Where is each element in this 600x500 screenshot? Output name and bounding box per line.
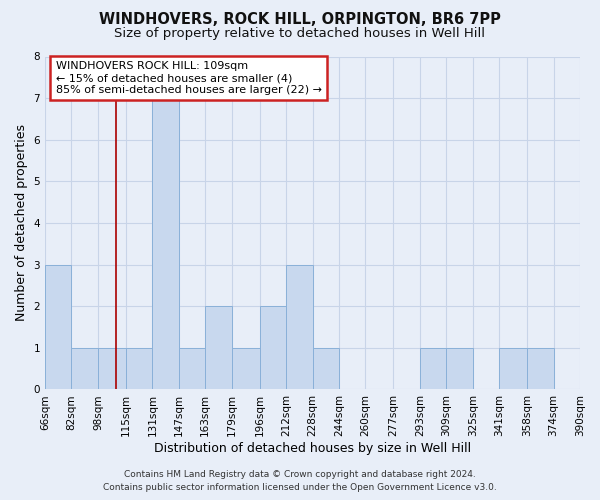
Bar xyxy=(420,348,446,390)
Bar xyxy=(205,306,232,390)
Bar xyxy=(98,348,126,390)
Bar xyxy=(313,348,339,390)
X-axis label: Distribution of detached houses by size in Well Hill: Distribution of detached houses by size … xyxy=(154,442,471,455)
Text: WINDHOVERS ROCK HILL: 109sqm
← 15% of detached houses are smaller (4)
85% of sem: WINDHOVERS ROCK HILL: 109sqm ← 15% of de… xyxy=(56,62,322,94)
Bar xyxy=(446,348,473,390)
Text: Size of property relative to detached houses in Well Hill: Size of property relative to detached ho… xyxy=(115,28,485,40)
Bar xyxy=(232,348,260,390)
Text: Contains HM Land Registry data © Crown copyright and database right 2024.
Contai: Contains HM Land Registry data © Crown c… xyxy=(103,470,497,492)
Bar xyxy=(286,264,313,390)
Bar xyxy=(179,348,205,390)
Text: WINDHOVERS, ROCK HILL, ORPINGTON, BR6 7PP: WINDHOVERS, ROCK HILL, ORPINGTON, BR6 7P… xyxy=(99,12,501,28)
Bar xyxy=(71,348,98,390)
Bar xyxy=(126,348,152,390)
Bar xyxy=(260,306,286,390)
Bar xyxy=(499,348,527,390)
Bar xyxy=(152,98,179,390)
Y-axis label: Number of detached properties: Number of detached properties xyxy=(15,124,28,322)
Bar xyxy=(527,348,554,390)
Bar xyxy=(45,264,71,390)
